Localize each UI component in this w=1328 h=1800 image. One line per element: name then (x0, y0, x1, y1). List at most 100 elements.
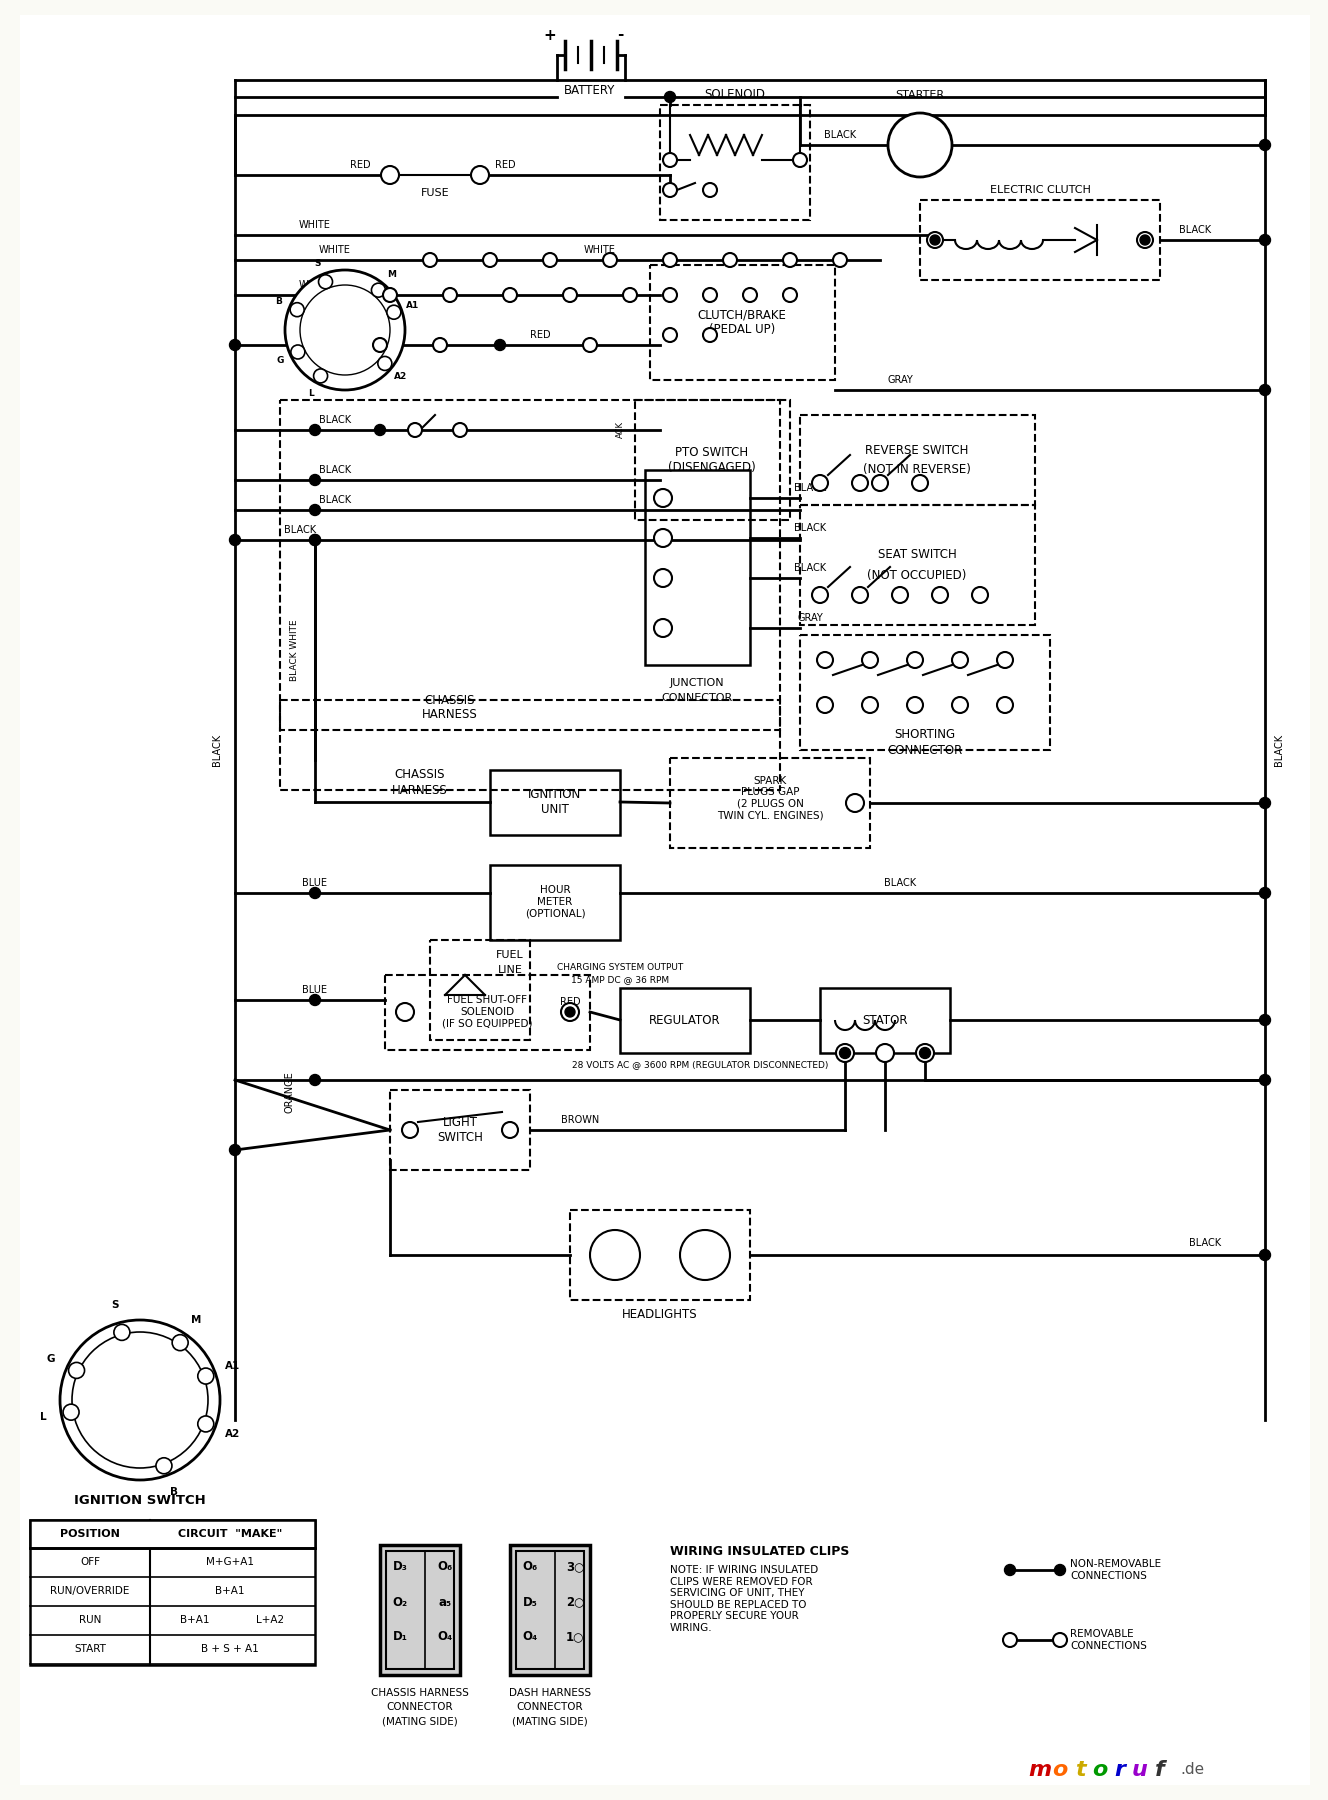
Circle shape (817, 697, 833, 713)
Text: CHASSIS HARNESS: CHASSIS HARNESS (371, 1688, 469, 1697)
Bar (799, 416, 1035, 506)
Text: A1: A1 (406, 301, 420, 310)
Circle shape (663, 328, 677, 342)
Text: u: u (1131, 1760, 1147, 1780)
Text: BLACK: BLACK (284, 526, 316, 535)
Circle shape (862, 697, 878, 713)
Circle shape (663, 153, 677, 167)
Text: HARNESS: HARNESS (422, 709, 478, 722)
Text: B+A1: B+A1 (215, 1586, 244, 1597)
Circle shape (286, 270, 405, 391)
Text: f: f (1155, 1760, 1165, 1780)
Circle shape (1259, 234, 1271, 245)
Text: M+G+A1: M+G+A1 (206, 1557, 254, 1568)
Text: STARTER: STARTER (895, 90, 944, 101)
Text: 15 AMP DC @ 36 RPM: 15 AMP DC @ 36 RPM (571, 976, 669, 985)
Circle shape (603, 254, 618, 266)
Text: M: M (386, 270, 396, 279)
Text: r: r (1114, 1760, 1126, 1780)
Circle shape (912, 475, 928, 491)
Text: SHORTING: SHORTING (895, 729, 956, 742)
Circle shape (62, 1404, 80, 1420)
Bar (660, 104, 810, 220)
Text: 3: 3 (660, 533, 667, 544)
Circle shape (114, 1325, 130, 1341)
Circle shape (817, 652, 833, 668)
Circle shape (653, 490, 672, 508)
Circle shape (230, 535, 240, 545)
Circle shape (784, 288, 797, 302)
Circle shape (378, 356, 392, 371)
Text: BATTERY: BATTERY (564, 83, 616, 97)
Circle shape (972, 587, 988, 603)
Text: RED: RED (349, 160, 371, 169)
Circle shape (453, 423, 467, 437)
Circle shape (952, 697, 968, 713)
Text: -: - (616, 27, 623, 43)
Text: (MATING SIDE): (MATING SIDE) (382, 1715, 458, 1726)
Bar (645, 470, 750, 664)
Circle shape (703, 328, 717, 342)
Circle shape (853, 587, 869, 603)
Circle shape (381, 166, 398, 184)
Text: WIRING INSULATED CLIPS: WIRING INSULATED CLIPS (671, 1544, 850, 1559)
Text: BLACK: BLACK (212, 734, 222, 767)
Text: BLACK: BLACK (319, 495, 351, 506)
Circle shape (703, 288, 717, 302)
Bar (635, 400, 790, 520)
Circle shape (374, 425, 385, 436)
Bar (819, 988, 950, 1053)
Circle shape (424, 254, 437, 266)
Circle shape (583, 338, 598, 353)
Circle shape (663, 184, 677, 196)
Circle shape (653, 569, 672, 587)
Text: O₄: O₄ (437, 1631, 453, 1643)
Text: CONNECTOR: CONNECTOR (517, 1703, 583, 1712)
Text: 6: 6 (660, 623, 667, 634)
Bar (649, 265, 835, 380)
Circle shape (372, 283, 385, 297)
Circle shape (919, 1048, 931, 1058)
Text: RED: RED (284, 329, 305, 340)
Circle shape (680, 1229, 730, 1280)
Text: ACK: ACK (615, 421, 624, 439)
Text: S: S (110, 1300, 118, 1310)
Circle shape (853, 475, 869, 491)
Text: BLUE: BLUE (303, 878, 328, 887)
Circle shape (396, 1003, 414, 1021)
Circle shape (483, 254, 497, 266)
Circle shape (872, 475, 888, 491)
Bar (517, 1552, 584, 1669)
Text: BLACK: BLACK (794, 482, 826, 493)
Circle shape (444, 288, 457, 302)
Circle shape (433, 338, 448, 353)
Circle shape (952, 652, 968, 668)
Text: REMOVABLE
CONNECTIONS: REMOVABLE CONNECTIONS (1070, 1629, 1147, 1651)
Circle shape (590, 1229, 640, 1280)
Text: 28 VOLTS AC @ 3600 RPM (REGULATOR DISCONNECTED): 28 VOLTS AC @ 3600 RPM (REGULATOR DISCON… (572, 1060, 829, 1069)
Text: m: m (1028, 1760, 1052, 1780)
Text: D₅: D₅ (522, 1595, 538, 1609)
Circle shape (60, 1319, 220, 1480)
Text: a₅: a₅ (438, 1595, 452, 1609)
Bar (20, 1544, 1309, 1786)
Circle shape (230, 1145, 240, 1156)
Circle shape (907, 652, 923, 668)
Text: o: o (1093, 1760, 1108, 1780)
Circle shape (69, 1363, 85, 1379)
Text: A2: A2 (393, 373, 406, 382)
Circle shape (373, 338, 386, 353)
Circle shape (742, 288, 757, 302)
Circle shape (1259, 140, 1271, 151)
Bar (510, 1544, 590, 1676)
Bar (671, 758, 870, 848)
Bar (799, 635, 1050, 751)
Text: L: L (308, 389, 315, 398)
Bar (85, 1370, 195, 1435)
Text: O₆: O₆ (522, 1561, 538, 1573)
Circle shape (543, 254, 556, 266)
Text: CONNECTOR: CONNECTOR (386, 1703, 453, 1712)
Bar (280, 400, 780, 731)
Text: HOUR
METER
(OPTIONAL): HOUR METER (OPTIONAL) (525, 886, 586, 918)
Text: (MATING SIDE): (MATING SIDE) (513, 1715, 588, 1726)
